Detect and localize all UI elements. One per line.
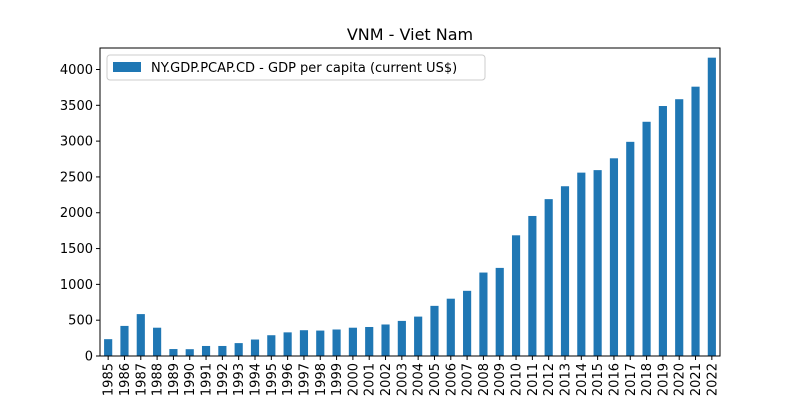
- bar-1999: [332, 329, 341, 356]
- x-tick-label: 1993: [232, 363, 247, 396]
- x-tick-label: 2021: [689, 363, 704, 396]
- y-tick-label: 3000: [60, 135, 93, 150]
- x-tick-label: 1998: [314, 363, 329, 396]
- x-tick-label: 1988: [151, 363, 166, 396]
- x-tick-label: 1992: [216, 363, 231, 396]
- x-tick-label: 2008: [477, 363, 492, 396]
- bar-2011: [528, 215, 537, 356]
- bar-1989: [169, 349, 178, 356]
- y-tick-label: 3500: [60, 99, 93, 114]
- bar-2012: [544, 199, 553, 356]
- bar-2021: [691, 86, 700, 356]
- x-tick-label: 1987: [134, 363, 149, 396]
- bar-2014: [577, 172, 586, 356]
- x-tick-label: 2003: [395, 363, 410, 396]
- legend-swatch: [113, 62, 141, 72]
- x-tick-label: 2017: [624, 363, 639, 396]
- y-tick-label: 2500: [60, 170, 93, 185]
- y-tick-label: 2000: [60, 206, 93, 221]
- bar-1998: [316, 330, 325, 356]
- y-tick-label: 1500: [60, 242, 93, 257]
- x-tick-label: 1999: [330, 363, 345, 396]
- bar-2007: [463, 290, 472, 356]
- legend-box: [106, 54, 486, 81]
- x-tick-label: 1996: [281, 363, 296, 396]
- bar-2018: [642, 121, 651, 357]
- legend-label: NY.GDP.PCAP.CD - GDP per capita (current…: [151, 61, 457, 76]
- bar-2009: [495, 267, 504, 356]
- bar-2004: [414, 316, 423, 356]
- x-tick-label: 2002: [379, 363, 394, 396]
- x-tick-label: 2001: [363, 363, 378, 396]
- bar-2015: [593, 170, 602, 356]
- y-tick-label: 4000: [60, 63, 93, 78]
- bar-2005: [430, 305, 439, 356]
- x-tick-label: 1986: [118, 363, 133, 396]
- bar-2013: [560, 186, 570, 356]
- x-tick-label: 2010: [510, 363, 525, 396]
- bar-1995: [267, 335, 276, 356]
- x-tick-label: 1990: [183, 363, 198, 396]
- x-tick-label: 2009: [493, 363, 508, 396]
- x-tick-label: 2012: [542, 363, 557, 396]
- y-tick-label: 500: [68, 314, 93, 329]
- bar-1991: [201, 345, 211, 356]
- y-tick-label: 1000: [60, 278, 93, 293]
- x-tick-label: 1997: [297, 363, 312, 396]
- x-tick-label: 2019: [656, 363, 671, 396]
- bar-2019: [658, 106, 667, 356]
- bar-1996: [283, 332, 292, 356]
- bar-1987: [136, 314, 145, 356]
- x-tick-label: 2014: [575, 363, 590, 396]
- x-tick-label: 1994: [249, 363, 264, 396]
- x-tick-label: 2016: [607, 363, 622, 396]
- bar-1985: [104, 339, 113, 356]
- bar-2008: [479, 272, 488, 356]
- x-tick-label: 1995: [265, 363, 280, 396]
- x-tick-label: 1991: [200, 363, 215, 396]
- bars-group: [104, 57, 716, 357]
- bar-2020: [675, 99, 684, 356]
- bar-1994: [250, 339, 260, 356]
- x-tick-label: 2005: [428, 363, 443, 396]
- bar-1986: [120, 325, 129, 356]
- bar-1993: [234, 343, 243, 356]
- x-tick-label: 2013: [559, 363, 574, 396]
- bar-1992: [218, 345, 227, 356]
- chart-title: VNM - Viet Nam: [347, 25, 473, 44]
- bar-2017: [626, 141, 635, 356]
- bar-2010: [511, 235, 521, 356]
- bar-1990: [185, 349, 194, 356]
- y-tick-label: 0: [85, 350, 93, 365]
- bar-2002: [381, 324, 390, 356]
- bar-2003: [397, 320, 406, 356]
- x-tick-label: 2006: [444, 363, 459, 396]
- x-tick-label: 2018: [640, 363, 655, 396]
- x-tick-label: 1985: [102, 363, 117, 396]
- x-tick-label: 2015: [591, 363, 606, 396]
- bar-1988: [153, 327, 162, 356]
- bar-1997: [299, 330, 309, 356]
- bar-2000: [348, 327, 357, 356]
- x-axis: 1985 1986 1987 1988 1989 1990 1991 1992 1993 1994…: [102, 356, 720, 396]
- bar-2022: [707, 57, 716, 356]
- x-tick-label: 2022: [705, 363, 720, 396]
- bar-2006: [446, 298, 455, 356]
- bar-2016: [609, 158, 619, 356]
- x-tick-label: 2004: [412, 363, 427, 396]
- x-tick-label: 1989: [167, 363, 182, 396]
- x-tick-label: 2007: [461, 363, 476, 396]
- plot-frame: [99, 47, 721, 357]
- x-tick-label: 2011: [526, 363, 541, 396]
- bar-2001: [365, 326, 374, 356]
- legend: NY.GDP.PCAP.CD - GDP per capita (current…: [106, 54, 486, 81]
- x-tick-label: 2000: [346, 363, 361, 396]
- y-axis: 0 500 1000 1500 2000 2500 3000 3500 4000: [60, 63, 100, 365]
- x-tick-label: 2020: [673, 363, 688, 396]
